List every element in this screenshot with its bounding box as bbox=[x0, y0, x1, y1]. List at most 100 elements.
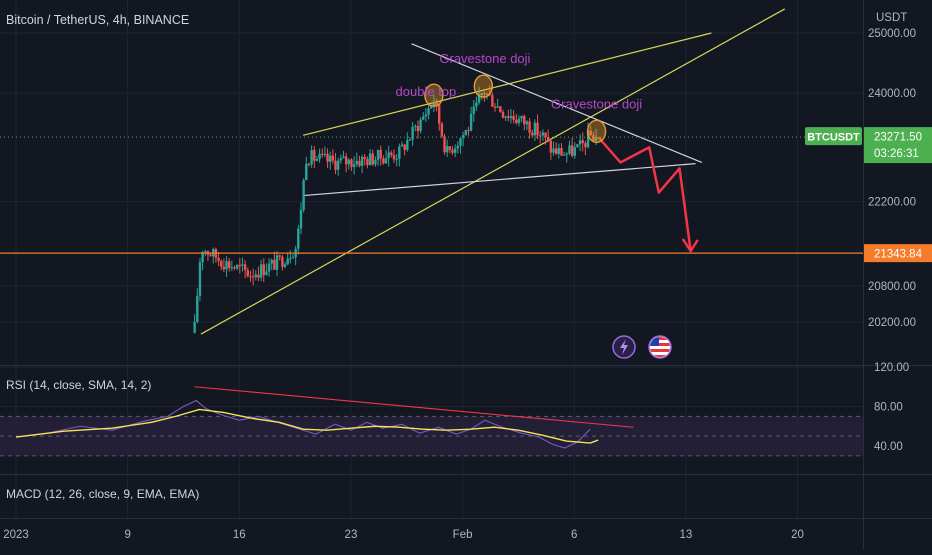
candle[interactable] bbox=[456, 141, 460, 154]
rsi-title[interactable]: RSI (14, close, SMA, 14, 2) bbox=[6, 378, 151, 392]
price-level-lines[interactable] bbox=[0, 136, 863, 254]
candle[interactable] bbox=[254, 270, 257, 281]
candle[interactable] bbox=[592, 131, 595, 142]
candle[interactable] bbox=[541, 129, 545, 141]
candle[interactable] bbox=[459, 137, 462, 154]
candle[interactable] bbox=[318, 148, 321, 163]
candle[interactable] bbox=[313, 145, 316, 169]
candle[interactable] bbox=[251, 268, 255, 286]
annotation-label[interactable]: Gravestone doji bbox=[551, 96, 642, 111]
candle[interactable] bbox=[411, 121, 414, 146]
candle[interactable] bbox=[584, 141, 587, 156]
candle[interactable] bbox=[302, 178, 305, 213]
candle[interactable] bbox=[342, 150, 345, 159]
candle[interactable] bbox=[270, 258, 273, 271]
candle[interactable] bbox=[241, 257, 244, 272]
candle[interactable] bbox=[352, 156, 356, 175]
rsi-plot[interactable] bbox=[15, 386, 634, 449]
candle[interactable] bbox=[432, 94, 436, 113]
candle[interactable] bbox=[408, 137, 412, 141]
candle[interactable] bbox=[501, 109, 505, 119]
candle[interactable] bbox=[368, 149, 372, 166]
candle-marker[interactable] bbox=[473, 74, 494, 98]
candle[interactable] bbox=[299, 202, 303, 235]
candle[interactable] bbox=[225, 256, 228, 277]
candle[interactable] bbox=[387, 145, 390, 167]
trend-line-falling-resistance[interactable] bbox=[411, 43, 703, 164]
candle[interactable] bbox=[307, 162, 311, 167]
candle[interactable] bbox=[334, 152, 337, 175]
candle[interactable] bbox=[400, 141, 404, 147]
candle[interactable] bbox=[305, 156, 308, 181]
candle[interactable] bbox=[453, 144, 457, 158]
candle[interactable] bbox=[536, 114, 539, 140]
candle[interactable] bbox=[533, 119, 537, 141]
candle[interactable] bbox=[419, 117, 422, 134]
candle[interactable] bbox=[424, 108, 428, 123]
candle[interactable] bbox=[259, 259, 263, 282]
candle[interactable] bbox=[562, 151, 566, 156]
candle[interactable] bbox=[220, 259, 223, 271]
candle[interactable] bbox=[257, 266, 260, 282]
candle-markers[interactable] bbox=[424, 74, 607, 144]
trend-lines[interactable] bbox=[200, 8, 786, 335]
candle-marker[interactable] bbox=[424, 83, 444, 107]
candle[interactable] bbox=[570, 137, 574, 158]
rsi-axis[interactable]: 120.00 80.00 40.00 bbox=[874, 362, 909, 453]
candle[interactable] bbox=[416, 120, 420, 139]
candle[interactable] bbox=[493, 103, 497, 112]
candle[interactable] bbox=[544, 132, 547, 145]
candle[interactable] bbox=[531, 129, 534, 138]
candle[interactable] bbox=[557, 143, 561, 159]
candle[interactable] bbox=[273, 251, 276, 271]
candle[interactable] bbox=[358, 155, 361, 168]
candle[interactable] bbox=[198, 258, 202, 302]
candle[interactable] bbox=[379, 145, 382, 166]
rsi-sma-line[interactable] bbox=[15, 408, 599, 444]
candle[interactable] bbox=[475, 96, 478, 111]
target-price-badge[interactable] bbox=[864, 244, 932, 263]
annotation-label[interactable]: Gravestone doji bbox=[439, 51, 530, 66]
candle[interactable] bbox=[315, 155, 319, 162]
candle[interactable] bbox=[217, 252, 220, 266]
rsi-divergence-line[interactable] bbox=[194, 386, 634, 428]
candle[interactable] bbox=[448, 146, 452, 154]
candle[interactable] bbox=[491, 92, 494, 107]
candle[interactable] bbox=[395, 153, 398, 167]
us-flag-icon[interactable] bbox=[648, 335, 672, 359]
candle[interactable] bbox=[469, 106, 473, 132]
candle[interactable] bbox=[467, 126, 470, 136]
annotation-label[interactable]: double top bbox=[396, 84, 457, 99]
candle[interactable] bbox=[291, 254, 295, 259]
candle[interactable] bbox=[243, 260, 247, 279]
trend-line-triangle-base[interactable] bbox=[303, 163, 696, 197]
candle[interactable] bbox=[339, 154, 343, 164]
candle[interactable] bbox=[201, 251, 204, 271]
candle[interactable] bbox=[360, 154, 364, 174]
candle[interactable] bbox=[233, 265, 236, 271]
candle[interactable] bbox=[323, 146, 327, 158]
candle[interactable] bbox=[286, 252, 289, 266]
candle[interactable] bbox=[366, 156, 369, 169]
candle[interactable] bbox=[512, 110, 515, 124]
candle[interactable] bbox=[573, 142, 576, 159]
candle[interactable] bbox=[297, 225, 300, 255]
candle[interactable] bbox=[422, 111, 425, 121]
candle[interactable] bbox=[267, 258, 271, 277]
candle[interactable] bbox=[321, 148, 324, 158]
candle[interactable] bbox=[440, 121, 444, 138]
candle[interactable] bbox=[281, 254, 284, 271]
candle[interactable] bbox=[278, 254, 281, 261]
price-axis[interactable]: 25000.00 24000.00 22200.00 20800.00 20200.00… bbox=[805, 28, 932, 329]
candle[interactable] bbox=[336, 157, 340, 176]
candle[interactable] bbox=[504, 115, 507, 121]
candle[interactable] bbox=[238, 258, 242, 274]
candle[interactable] bbox=[546, 129, 550, 143]
candle[interactable] bbox=[520, 115, 523, 123]
candle[interactable] bbox=[355, 152, 358, 168]
candle[interactable] bbox=[499, 106, 502, 113]
annotations[interactable]: double top Gravestone doji Gravestone doji bbox=[396, 51, 643, 111]
candle[interactable] bbox=[438, 104, 441, 131]
candle[interactable] bbox=[589, 126, 592, 136]
